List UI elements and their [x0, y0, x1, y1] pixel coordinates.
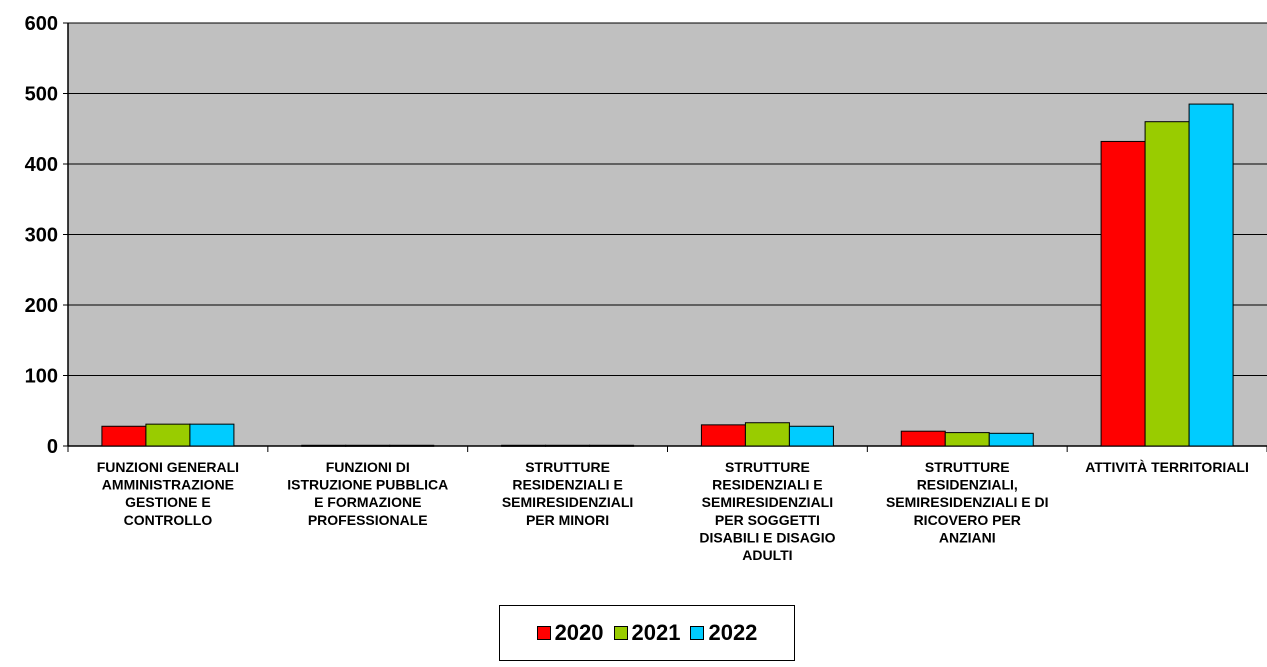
- x-tick-label-line: RESIDENZIALI,: [917, 477, 1018, 493]
- x-tick-label-line: PER MINORI: [526, 512, 609, 528]
- x-tick-label-line: STRUTTURE: [725, 459, 810, 475]
- legend-swatch: [536, 626, 551, 640]
- bar-2022-cat-2: [389, 444, 435, 447]
- bar-2020-cat-6: [1100, 140, 1146, 447]
- y-tick-label: 300: [25, 225, 58, 247]
- x-tick-label: STRUTTURE RESIDENZIALI, SEMIRESIDENZIALI E…: [886, 459, 1049, 545]
- legend-swatch: [690, 626, 705, 640]
- bar-2021-cat-5: [944, 432, 990, 447]
- y-tick-label: 500: [25, 84, 58, 106]
- x-tick-label-line: FUNZIONI DI: [326, 459, 410, 475]
- x-tick-label-line: AMMINISTRAZIONE: [102, 477, 234, 493]
- x-tick-label: FUNZIONI DI ISTRUZIONE PUBBLICA E FORMAZIO…: [287, 459, 448, 528]
- bar-2021-cat-1: [145, 423, 191, 447]
- bar-2021-cat-6: [1144, 121, 1190, 447]
- x-tick-label-line: ATTIVITÀ TERRITORIALI: [1085, 459, 1249, 475]
- x-tick-label-line: PER SOGGETTI: [715, 512, 820, 528]
- legend-label: 2020: [554, 620, 604, 645]
- bar-2022-cat-5: [988, 432, 1034, 447]
- y-tick-label: 100: [25, 366, 58, 388]
- x-tick-label-line: CONTROLLO: [124, 512, 213, 528]
- x-tick-label-line: DISABILI E DISAGIO: [699, 529, 835, 545]
- x-tick-label-line: SEMIRESIDENZIALI: [502, 494, 633, 510]
- x-tick-label-line: PROFESSIONALE: [308, 512, 428, 528]
- x-tick-label-line: SEMIRESIDENZIALI: [702, 494, 833, 510]
- bar-2020-cat-1: [101, 425, 147, 447]
- x-tick-label-line: FUNZIONI GENERALI: [97, 459, 239, 475]
- x-tick-label-line: E FORMAZIONE: [314, 494, 421, 510]
- y-tick-label: 0: [47, 436, 58, 458]
- legend-item-2021: 2021: [613, 620, 681, 646]
- legend-item-2022: 2022: [690, 620, 757, 646]
- bar-2022-cat-1: [189, 423, 235, 447]
- bar-2020-cat-5: [900, 430, 946, 447]
- x-tick-label-line: SEMIRESIDENZIALI E DI: [886, 494, 1049, 510]
- bar-2022-cat-3: [589, 444, 635, 447]
- bar-2022-cat-4: [788, 425, 834, 447]
- x-tick-label-line: GESTIONE E: [125, 494, 211, 510]
- x-tick-label-line: ADULTI: [742, 547, 792, 563]
- legend-label: 2021: [631, 620, 681, 645]
- legend-swatch: [613, 626, 628, 640]
- bar-2020-cat-2: [301, 444, 347, 447]
- chart-legend: 2020 2021 2022: [499, 605, 795, 661]
- x-tick-label-line: ISTRUZIONE PUBBLICA: [287, 477, 448, 493]
- x-tick-label-line: STRUTTURE: [525, 459, 610, 475]
- x-tick-label: ATTIVITÀ TERRITORIALI: [1085, 459, 1249, 475]
- bar-2021-cat-4: [744, 422, 790, 447]
- x-tick-label: FUNZIONI GENERALI AMMINISTRAZIONE GESTIONE…: [97, 459, 239, 528]
- x-tick-label-line: ANZIANI: [939, 529, 996, 545]
- bar-2020-cat-4: [700, 424, 746, 447]
- bar-2021-cat-2: [345, 444, 391, 447]
- y-tick-label: 600: [25, 13, 58, 35]
- x-tick-label-line: STRUTTURE: [925, 459, 1010, 475]
- bar-2022-cat-6: [1188, 103, 1234, 447]
- legend-label: 2022: [708, 620, 758, 645]
- y-tick-label: 200: [25, 295, 58, 317]
- x-tick-label-line: RESIDENZIALI E: [712, 477, 822, 493]
- x-tick-label-line: RESIDENZIALI E: [512, 477, 622, 493]
- bar-2021-cat-3: [545, 444, 591, 447]
- x-tick-label: STRUTTURE RESIDENZIALI E SEMIRESIDENZIALI P…: [502, 459, 633, 528]
- y-tick-label: 400: [25, 154, 58, 176]
- x-tick-label-line: RICOVERO PER: [914, 512, 1021, 528]
- bar-2020-cat-3: [501, 444, 547, 447]
- x-tick-label: STRUTTURE RESIDENZIALI E SEMIRESIDENZIALI P…: [699, 459, 835, 563]
- legend-item-2020: 2020: [536, 620, 604, 646]
